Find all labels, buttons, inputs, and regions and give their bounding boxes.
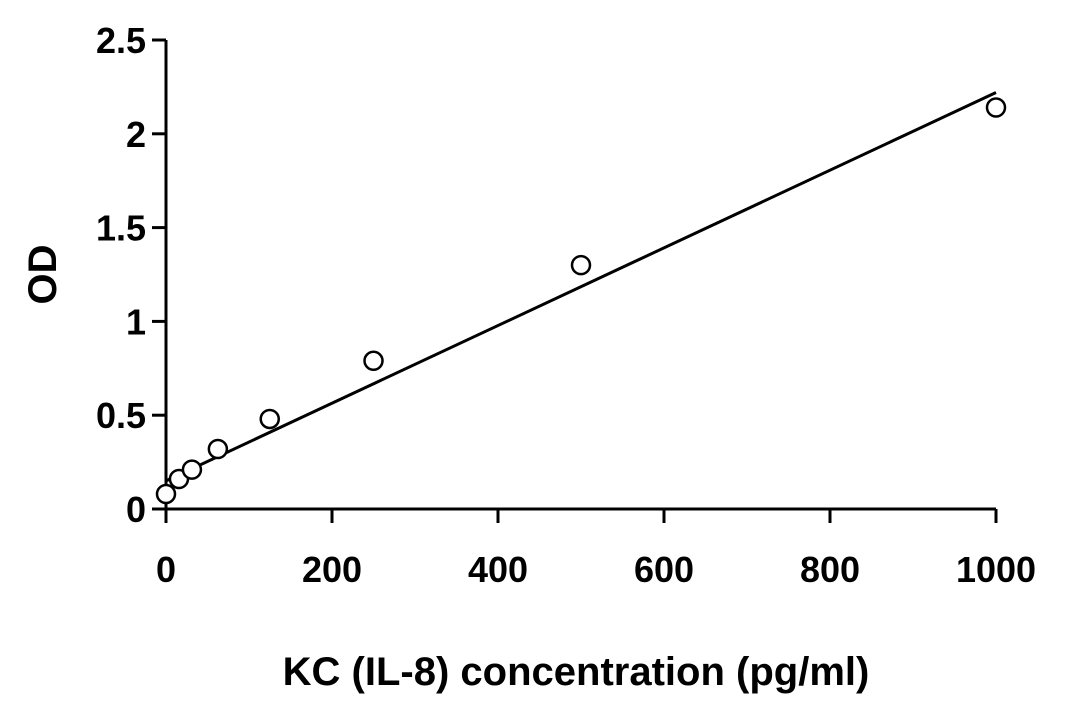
- x-tick-label: 400: [468, 549, 528, 590]
- x-tick-label: 0: [156, 549, 176, 590]
- trendline: [165, 91, 997, 483]
- x-axis-title: KC (IL-8) concentration (pg/ml): [283, 650, 870, 694]
- x-tick-label: 800: [800, 549, 860, 590]
- data-point: [155, 483, 177, 505]
- data-point: [570, 254, 592, 276]
- y-tick-label: 1: [126, 301, 146, 342]
- data-point: [985, 97, 1007, 118]
- axes: [164, 40, 996, 511]
- y-tick-label: 2.5: [96, 20, 146, 61]
- data-point: [363, 350, 384, 372]
- y-tick-label: 2: [126, 114, 146, 155]
- data-points: [155, 97, 1007, 505]
- y-tick-label: 0.5: [96, 395, 146, 436]
- data-point: [207, 438, 229, 460]
- x-tick-label: 1000: [956, 549, 1036, 590]
- x-ticks: 0 200 400 600 800 1000: [156, 509, 1036, 590]
- x-tick-label: 600: [634, 549, 694, 590]
- y-ticks: 0 0.5 1 1.5 2 2.5: [96, 20, 166, 530]
- y-tick-label: 0: [126, 489, 146, 530]
- y-tick-label: 1.5: [96, 208, 146, 249]
- data-point: [181, 459, 203, 480]
- y-axis-title: OD: [21, 245, 65, 305]
- data-point: [259, 408, 280, 430]
- x-tick-label: 200: [302, 549, 362, 590]
